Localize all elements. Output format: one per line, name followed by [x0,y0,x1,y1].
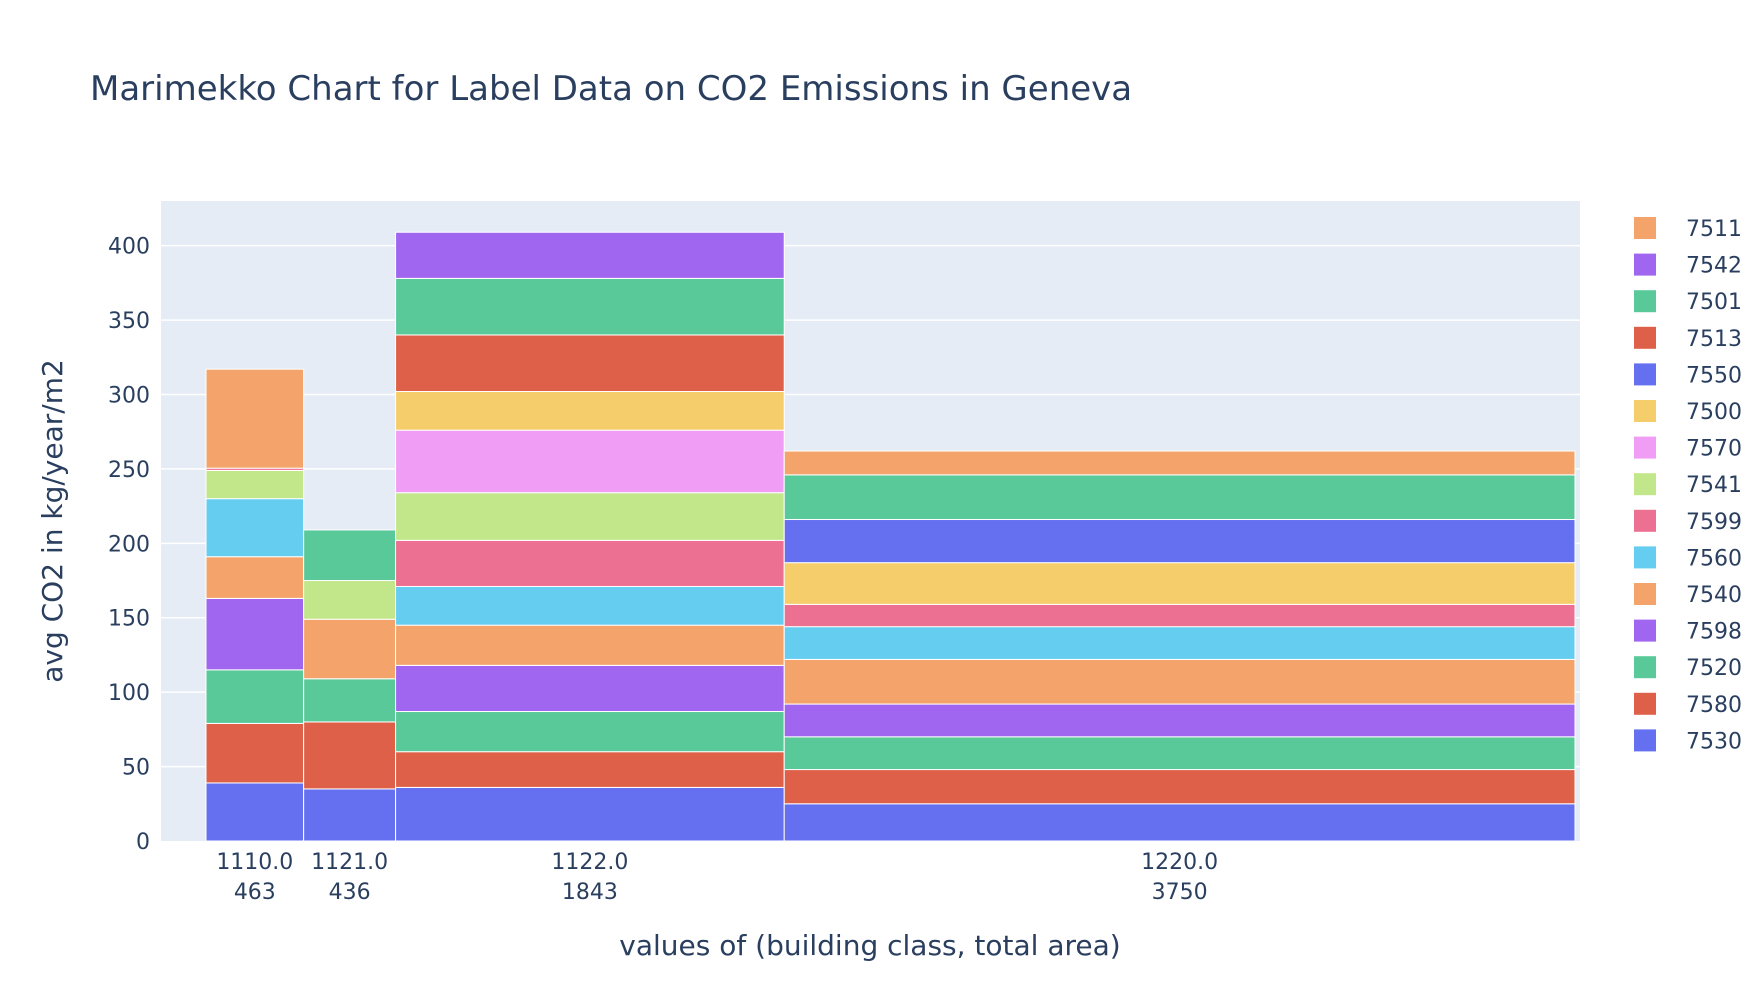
legend-swatch-7541[interactable] [1634,473,1656,496]
bar-segment-7560 [395,585,785,626]
bar-segment-7599 [395,539,785,587]
bar-segment-7520 [395,711,785,753]
bar-segment-7500 [783,562,1576,605]
legend-swatch-7599[interactable] [1634,509,1656,532]
legend-swatch-7500[interactable] [1634,400,1656,422]
bar-segment-7598 [395,664,785,713]
legend-swatch-7550[interactable] [1634,363,1656,386]
legend: 7511 7542 7501 7513 7550 7500 7570 7541 7599 7560… [1634,217,1742,754]
legend-label-7598[interactable]: 7598 [1686,620,1742,645]
bar-segment-7530 [783,803,1576,842]
bar-segment-7513 [395,334,785,393]
y-tick-label: 250 [108,458,150,483]
legend-label-7530[interactable]: 7530 [1686,729,1742,754]
legend-swatch-7530[interactable] [1634,729,1656,752]
bar-segment-7541 [205,469,305,500]
legend-label-7560[interactable]: 7560 [1686,546,1742,571]
legend-swatch-7513[interactable] [1634,326,1656,349]
bar-segment-7540 [783,658,1576,705]
legend-swatch-7560[interactable] [1634,546,1656,569]
bar-segment-7598 [205,597,305,671]
bar-segment-7501 [395,277,785,336]
bar-segment-7580 [783,769,1576,805]
legend-swatch-7570[interactable] [1634,436,1656,459]
bar-segment-7598 [783,703,1576,738]
y-tick-label: 400 [108,235,150,260]
legend-swatch-7540[interactable] [1634,583,1656,605]
legend-swatch-7580[interactable] [1634,692,1656,715]
legend-swatch-7520[interactable] [1634,656,1656,679]
bar-segment-7540 [395,624,785,666]
x-axis-ticks: 1110.0 463 1121.0 436 1122.0 1843 1220.0 3750 [216,850,1218,905]
y-tick-label: 300 [108,383,150,408]
bar-segment-7560 [783,626,1576,660]
legend-label-7520[interactable]: 7520 [1686,656,1742,681]
bar-segment-7542 [395,231,785,279]
bar-segment-7500 [395,391,785,431]
bar-segment-7580 [303,721,397,790]
legend-swatch-7501[interactable] [1634,290,1656,313]
legend-label-7550[interactable]: 7550 [1686,363,1742,388]
bar-segment-7520 [205,669,305,724]
legend-swatch-7542[interactable] [1634,253,1656,276]
chart-title: Marimekko Chart for Label Data on CO2 Em… [90,69,1132,109]
bar-segment-7540 [205,556,305,599]
bar-segment-7550 [783,519,1576,564]
bar-segment-7570 [395,429,785,494]
y-axis-ticks: 0 50 100 150 200 250 300 350 400 [108,235,150,855]
x-tick-class-label: 1122.0 [551,850,628,875]
bar-segment-7530 [395,786,785,842]
bars [205,231,1576,842]
y-axis-title: avg CO2 in kg/year/m2 [36,359,69,683]
bar-segment-7560 [205,498,305,558]
legend-label-7580[interactable]: 7580 [1686,693,1742,718]
bar-segment-7599 [783,603,1576,628]
y-tick-label: 0 [136,830,150,855]
bar-segment-7541 [395,492,785,541]
y-tick-label: 50 [122,756,150,781]
x-tick-class-label: 1121.0 [311,850,388,875]
bar-segment-7520 [303,529,397,582]
x-tick-area-label: 1843 [562,880,618,905]
bar-segment-7520 [783,736,1576,771]
bar-segment-7580 [205,722,305,784]
bar-segment-7511 [783,450,1576,476]
legend-label-7570[interactable]: 7570 [1686,437,1742,462]
bar-segment-7530 [205,782,305,842]
legend-label-7513[interactable]: 7513 [1686,327,1742,352]
x-tick-area-label: 436 [329,880,371,905]
x-tick-class-label: 1110.0 [216,850,293,875]
legend-label-7540[interactable]: 7540 [1686,583,1742,608]
legend-swatch-7511[interactable] [1634,217,1656,239]
legend-label-7500[interactable]: 7500 [1686,400,1742,425]
x-axis-title: values of (building class, total area) [619,929,1120,962]
x-tick-area-label: 463 [234,880,276,905]
y-tick-label: 100 [108,681,150,706]
bar-segment-7541 [303,580,397,620]
x-tick-area-label: 3750 [1152,880,1208,905]
bar-segment-7530 [303,788,397,842]
legend-label-7511[interactable]: 7511 [1686,217,1742,242]
bar-segment-7511 [205,368,305,469]
legend-label-7599[interactable]: 7599 [1686,510,1742,535]
legend-label-7541[interactable]: 7541 [1686,473,1742,498]
legend-label-7501[interactable]: 7501 [1686,290,1742,315]
legend-swatch-7598[interactable] [1634,619,1656,642]
x-tick-class-label: 1220.0 [1141,850,1218,875]
bar-segment-7520 [303,678,397,723]
bar-segment-7580 [395,751,785,788]
y-tick-label: 350 [108,309,150,334]
y-tick-label: 200 [108,532,150,557]
y-tick-label: 150 [108,607,150,632]
bar-segment-7501 [783,474,1576,521]
bar-segment-7540 [303,618,397,680]
legend-label-7542[interactable]: 7542 [1686,254,1742,279]
